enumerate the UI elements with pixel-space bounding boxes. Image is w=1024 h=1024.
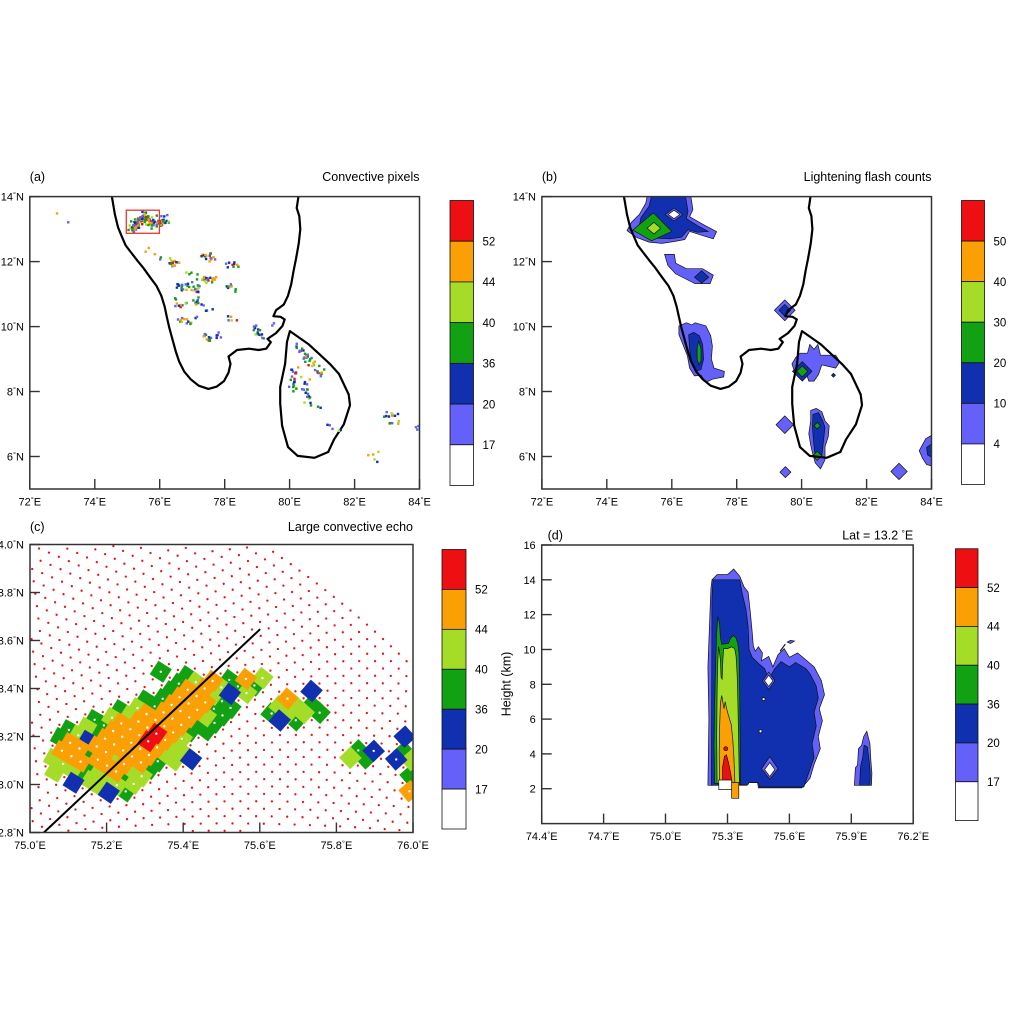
svg-text:12°N: 12°N xyxy=(513,255,536,269)
svg-text:13.0°N: 13.0°N xyxy=(0,778,24,792)
svg-text:4: 4 xyxy=(530,749,536,761)
svg-text:72°E: 72°E xyxy=(531,495,554,509)
svg-text:6°N: 6°N xyxy=(519,450,536,464)
svg-text:75.4°E: 75.4°E xyxy=(167,839,199,853)
svg-text:(d): (d) xyxy=(548,529,563,543)
svg-text:10°N: 10°N xyxy=(1,320,24,334)
svg-text:44: 44 xyxy=(483,277,496,289)
svg-text:8: 8 xyxy=(530,679,536,691)
svg-text:84°E: 84°E xyxy=(408,495,431,509)
svg-text:76°E: 76°E xyxy=(661,495,684,509)
svg-text:36: 36 xyxy=(475,704,488,716)
svg-text:76.2°E: 76.2°E xyxy=(897,830,929,844)
svg-text:20: 20 xyxy=(475,744,488,756)
svg-text:75.9°E: 75.9°E xyxy=(835,830,867,844)
svg-text:4: 4 xyxy=(994,439,1001,451)
svg-text:6°N: 6°N xyxy=(7,450,24,464)
svg-text:78°E: 78°E xyxy=(213,495,236,509)
svg-text:72°E: 72°E xyxy=(19,495,42,509)
svg-text:84°E: 84°E xyxy=(920,495,943,509)
svg-text:30: 30 xyxy=(994,317,1007,329)
svg-text:8°N: 8°N xyxy=(519,385,536,399)
svg-text:6: 6 xyxy=(530,714,536,726)
svg-text:75.2°E: 75.2°E xyxy=(91,839,123,853)
svg-text:40: 40 xyxy=(994,277,1007,289)
svg-text:14.0°N: 14.0°N xyxy=(0,538,24,552)
svg-text:12: 12 xyxy=(523,610,535,622)
svg-text:78°E: 78°E xyxy=(725,495,748,509)
svg-text:82°E: 82°E xyxy=(343,495,366,509)
svg-text:Height (km): Height (km) xyxy=(500,652,514,717)
svg-text:13.2°N: 13.2°N xyxy=(0,730,24,744)
svg-text:16: 16 xyxy=(523,540,535,552)
svg-text:12°N: 12°N xyxy=(1,255,24,269)
svg-text:36: 36 xyxy=(987,699,1000,711)
svg-text:52: 52 xyxy=(987,583,1000,595)
svg-text:20: 20 xyxy=(994,358,1007,370)
svg-text:74°E: 74°E xyxy=(84,495,107,509)
svg-text:10: 10 xyxy=(994,399,1007,411)
svg-text:80°E: 80°E xyxy=(790,495,813,509)
svg-text:Lat = 13.2 °E: Lat = 13.2 °E xyxy=(842,529,913,543)
svg-text:50: 50 xyxy=(994,236,1007,248)
svg-text:75.6°E: 75.6°E xyxy=(774,830,806,844)
svg-text:20: 20 xyxy=(483,399,496,411)
svg-text:2: 2 xyxy=(530,784,536,796)
svg-text:75.3°E: 75.3°E xyxy=(712,830,744,844)
svg-text:75.8°E: 75.8°E xyxy=(321,839,353,853)
svg-text:Lightening flash counts: Lightening flash counts xyxy=(804,170,932,184)
svg-text:17: 17 xyxy=(483,440,496,452)
svg-text:(b): (b) xyxy=(542,170,557,184)
svg-text:75.0°E: 75.0°E xyxy=(14,839,46,853)
svg-text:40: 40 xyxy=(483,318,496,330)
svg-text:12.8°N: 12.8°N xyxy=(0,826,24,840)
svg-text:74°E: 74°E xyxy=(596,495,619,509)
svg-text:Convective pixels: Convective pixels xyxy=(322,170,419,184)
svg-text:74.7°E: 74.7°E xyxy=(588,830,620,844)
svg-text:44: 44 xyxy=(475,625,488,637)
svg-text:14°N: 14°N xyxy=(513,190,536,204)
svg-text:17: 17 xyxy=(987,777,1000,789)
svg-text:13.6°N: 13.6°N xyxy=(0,634,24,648)
svg-text:82°E: 82°E xyxy=(855,495,878,509)
svg-text:14: 14 xyxy=(523,575,535,587)
svg-text:52: 52 xyxy=(475,585,488,597)
svg-text:76.0°E: 76.0°E xyxy=(397,839,429,853)
svg-text:10°N: 10°N xyxy=(513,320,536,334)
svg-text:75.0°E: 75.0°E xyxy=(650,830,682,844)
svg-text:8°N: 8°N xyxy=(7,385,24,399)
svg-text:(a): (a) xyxy=(30,170,45,184)
svg-text:75.6°E: 75.6°E xyxy=(244,839,276,853)
svg-text:52: 52 xyxy=(483,236,496,248)
svg-text:74.4°E: 74.4°E xyxy=(526,830,558,844)
svg-text:(c): (c) xyxy=(30,520,45,534)
svg-text:40: 40 xyxy=(475,665,488,677)
svg-text:13.4°N: 13.4°N xyxy=(0,682,24,696)
svg-text:40: 40 xyxy=(987,661,1000,673)
svg-text:14°N: 14°N xyxy=(1,190,24,204)
svg-text:20: 20 xyxy=(987,738,1000,750)
svg-text:36: 36 xyxy=(483,359,496,371)
svg-text:17: 17 xyxy=(475,784,488,796)
svg-text:44: 44 xyxy=(987,622,1000,634)
svg-text:80°E: 80°E xyxy=(278,495,301,509)
svg-text:76°E: 76°E xyxy=(148,495,171,509)
svg-text:10: 10 xyxy=(523,645,535,657)
svg-text:13.8°N: 13.8°N xyxy=(0,586,24,600)
svg-text:Large convective echo: Large convective echo xyxy=(288,520,413,534)
